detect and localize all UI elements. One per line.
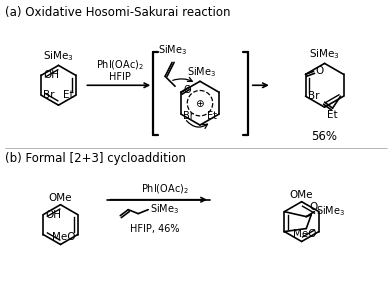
- Text: O: O: [309, 202, 318, 212]
- Text: (b) Formal [2+3] cycloaddition: (b) Formal [2+3] cycloaddition: [5, 152, 185, 165]
- Text: O: O: [184, 85, 192, 95]
- Text: O: O: [316, 66, 324, 76]
- FancyArrowPatch shape: [173, 77, 192, 81]
- Text: Et: Et: [207, 111, 217, 121]
- Text: MeO: MeO: [293, 228, 317, 239]
- Text: SiMe$_3$: SiMe$_3$: [309, 47, 340, 61]
- Text: Et: Et: [63, 90, 74, 100]
- Text: SiMe$_3$: SiMe$_3$: [316, 204, 345, 217]
- Text: (a) Oxidative Hosomi-Sakurai reaction: (a) Oxidative Hosomi-Sakurai reaction: [5, 6, 230, 19]
- Text: SiMe$_3$: SiMe$_3$: [158, 44, 188, 57]
- Text: SiMe$_3$: SiMe$_3$: [43, 49, 74, 64]
- Text: 56%: 56%: [312, 130, 338, 143]
- Text: Et: Et: [327, 110, 337, 120]
- Text: OH: OH: [43, 70, 59, 80]
- Text: OH: OH: [45, 210, 61, 220]
- Text: OMe: OMe: [290, 190, 313, 200]
- Text: Br: Br: [43, 90, 55, 100]
- Text: SiMe$_3$: SiMe$_3$: [150, 202, 180, 216]
- Text: MeO: MeO: [52, 232, 76, 242]
- Text: Br: Br: [308, 91, 319, 101]
- Text: Br: Br: [183, 111, 194, 121]
- Text: PhI(OAc)$_2$: PhI(OAc)$_2$: [96, 59, 144, 72]
- Text: HFIP: HFIP: [109, 72, 131, 82]
- Text: SiMe$_3$: SiMe$_3$: [187, 65, 216, 79]
- Text: OMe: OMe: [49, 193, 72, 203]
- FancyArrowPatch shape: [187, 121, 207, 128]
- Text: PhI(OAc)$_2$: PhI(OAc)$_2$: [141, 182, 189, 196]
- Text: HFIP, 46%: HFIP, 46%: [131, 224, 180, 234]
- Text: $\oplus$: $\oplus$: [195, 98, 205, 109]
